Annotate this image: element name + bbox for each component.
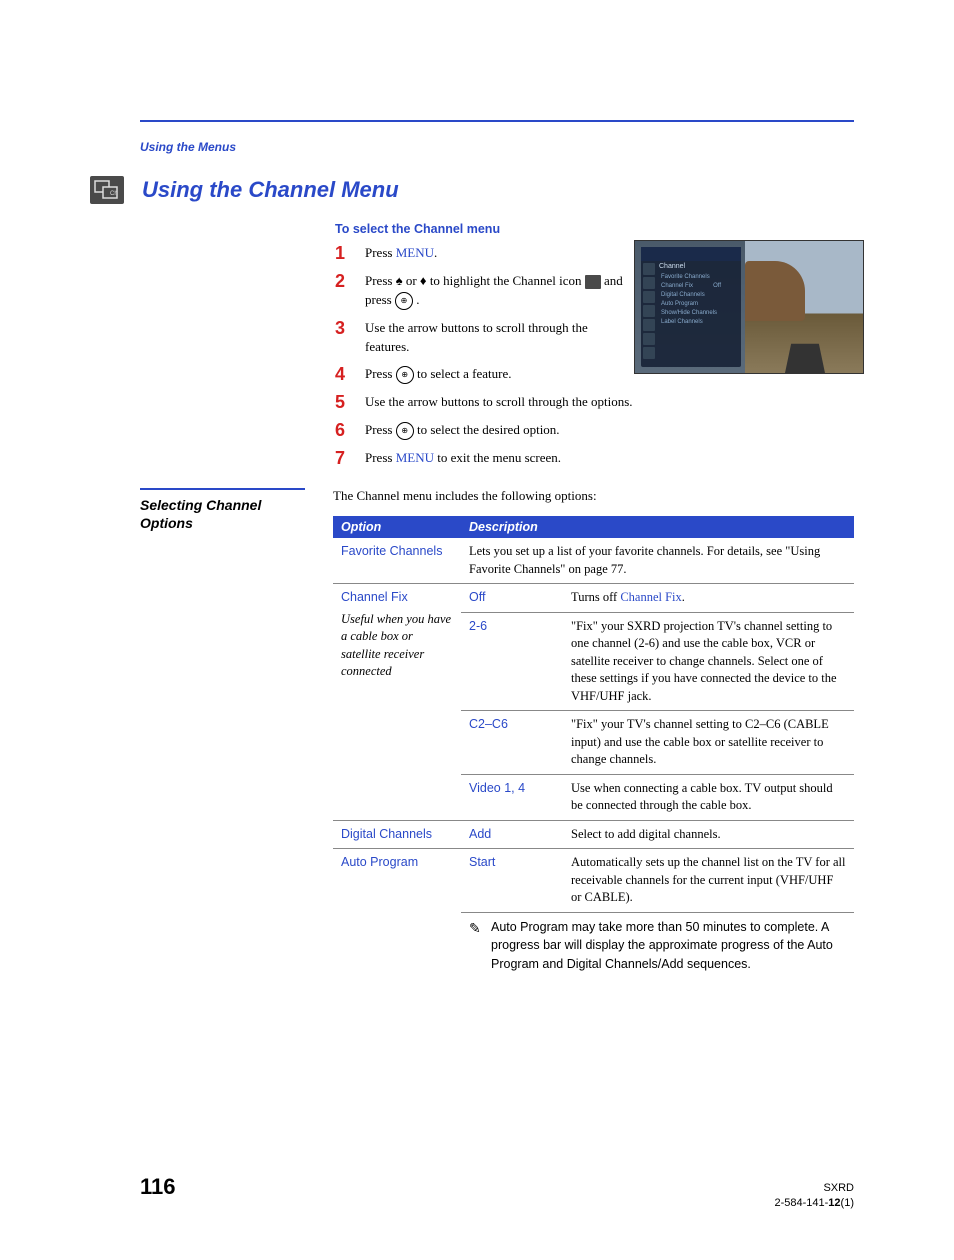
illus-menu: Channel Favorite Channels Channel FixOff… <box>641 247 741 367</box>
side-column: Selecting Channel Options <box>140 488 305 979</box>
breadcrumb: Using the Menus <box>140 140 854 154</box>
intro-text: The Channel menu includes the following … <box>333 488 854 504</box>
menu-link: MENU <box>396 450 434 465</box>
table-row: Digital Channels Add Select to add digit… <box>333 820 854 849</box>
menu-link: MENU <box>396 245 434 260</box>
step-6: Press ⊕ to select the desired option. <box>335 421 854 440</box>
page-number: 116 <box>140 1174 176 1200</box>
pencil-icon: ✎ <box>469 918 481 939</box>
sub-off: Off <box>469 590 485 604</box>
table-row: Favorite Channels Lets you set up a list… <box>333 538 854 584</box>
content-block: To select the Channel menu Channel Favor… <box>335 222 854 468</box>
page: Using the Menus Ch Using the Channel Men… <box>0 0 954 1260</box>
desc-cell: Use when connecting a cable box. TV outp… <box>563 774 854 820</box>
tv-screenshot-illustration: Channel Favorite Channels Channel FixOff… <box>634 240 864 374</box>
th-option: Option <box>333 516 461 538</box>
step-7: Press MENU to exit the menu screen. <box>335 449 854 468</box>
steps-wrap: Channel Favorite Channels Channel FixOff… <box>335 244 854 468</box>
sub-add: Add <box>469 827 491 841</box>
enter-button-icon: ⊕ <box>396 422 414 440</box>
channel-inline-icon <box>585 275 601 289</box>
step-3: Use the arrow buttons to scroll through … <box>335 319 625 357</box>
sub-start: Start <box>469 855 495 869</box>
side-heading: Selecting Channel Options <box>140 496 305 532</box>
side-rule <box>140 488 305 490</box>
desc-cell: "Fix" your SXRD projection TV's channel … <box>563 612 854 711</box>
option-digital-channels: Digital Channels <box>341 827 432 841</box>
option-channel-fix: Channel Fix <box>341 589 453 607</box>
step-5: Use the arrow buttons to scroll through … <box>335 393 854 412</box>
step-2: Press ♠ or ♦ to highlight the Channel ic… <box>335 272 625 310</box>
note-text: Auto Program may take more than 50 minut… <box>491 920 833 972</box>
illus-menu-header <box>641 247 741 261</box>
desc-cell: Select to add digital channels. <box>563 820 854 849</box>
footer-doc-number: 2-584-141-12(1) <box>774 1196 854 1210</box>
sub-video-1-4: Video 1, 4 <box>469 781 525 795</box>
option-favorite-channels: Favorite Channels <box>341 544 442 558</box>
top-rule <box>140 120 854 122</box>
options-table: Option Description Favorite Channels Let… <box>333 516 854 979</box>
sub-heading: To select the Channel menu <box>335 222 854 236</box>
enter-button-icon: ⊕ <box>396 366 414 384</box>
option-auto-program: Auto Program <box>341 855 418 869</box>
enter-button-icon: ⊕ <box>395 292 413 310</box>
th-description: Description <box>461 516 854 538</box>
footer: SXRD 2-584-141-12(1) <box>774 1181 854 1210</box>
note-box: ✎ Auto Program may take more than 50 min… <box>469 918 846 974</box>
step-4: Press ⊕ to select a feature. <box>335 365 854 384</box>
title-row: Ch Using the Channel Menu <box>140 176 854 204</box>
main-column: The Channel menu includes the following … <box>333 488 854 979</box>
desc-cell: Automatically sets up the channel list o… <box>563 849 854 913</box>
step-1: Press MENU. <box>335 244 625 263</box>
desc-cell: Lets you set up a list of your favorite … <box>461 538 854 584</box>
table-row: Channel Fix Useful when you have a cable… <box>333 584 854 613</box>
table-header-row: Option Description <box>333 516 854 538</box>
table-row: Auto Program Start Automatically sets up… <box>333 849 854 913</box>
two-column-section: Selecting Channel Options The Channel me… <box>140 488 854 979</box>
page-title: Using the Channel Menu <box>142 177 399 203</box>
sub-2-6: 2-6 <box>469 619 487 633</box>
option-note: Useful when you have a cable box or sate… <box>341 611 453 681</box>
desc-cell: "Fix" your TV's channel setting to C2–C6… <box>563 711 854 775</box>
svg-text:Ch: Ch <box>110 191 118 197</box>
sub-c2-c6: C2–C6 <box>469 717 508 731</box>
footer-model: SXRD <box>774 1181 854 1195</box>
channel-icon: Ch <box>90 176 124 204</box>
desc-cell: Turns off Channel Fix. <box>563 584 854 613</box>
